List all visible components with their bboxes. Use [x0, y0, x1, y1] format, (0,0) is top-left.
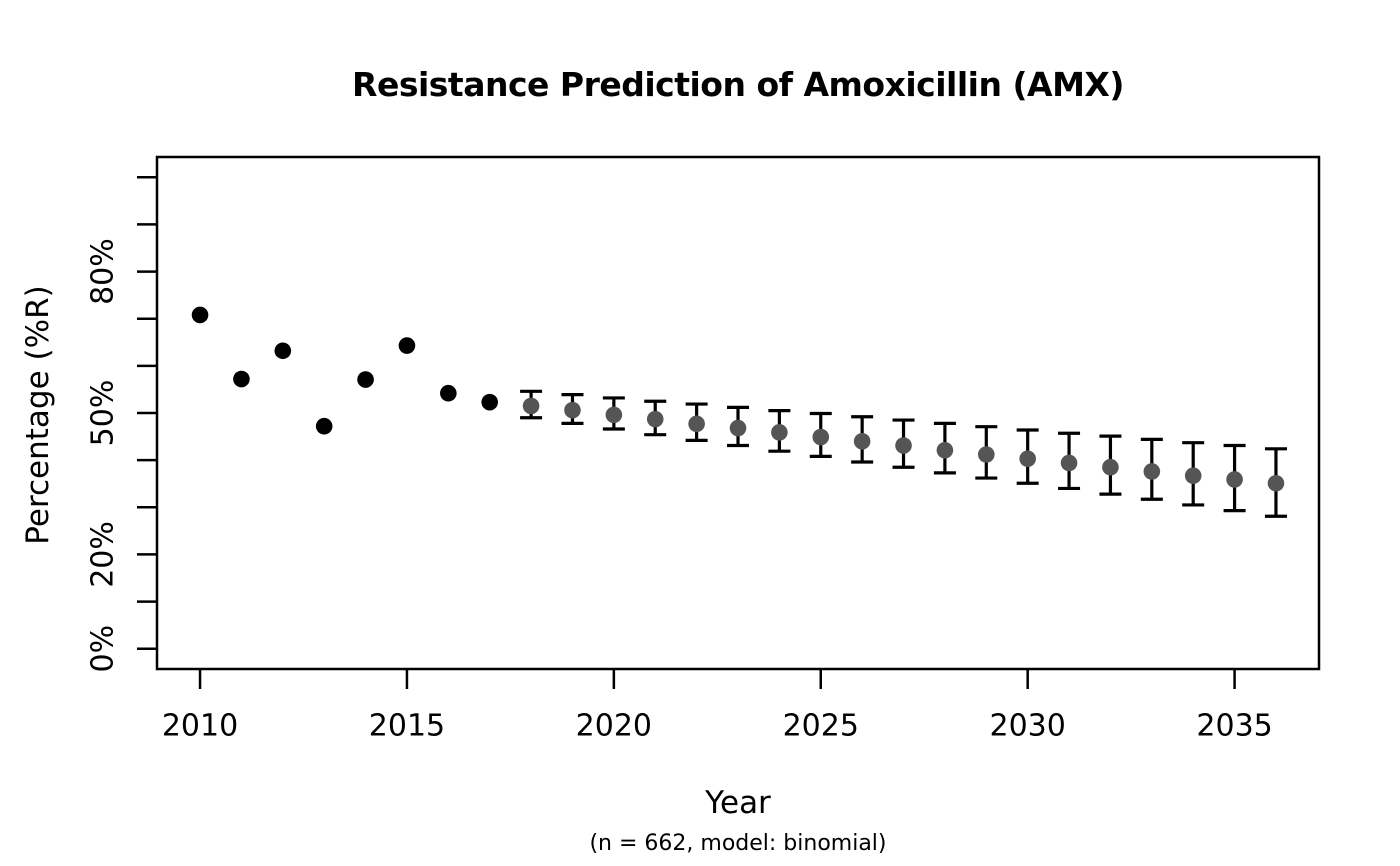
predicted-point — [1267, 474, 1285, 492]
predicted-point — [646, 410, 664, 428]
predicted-point — [1060, 454, 1078, 472]
x-tick-label: 2010 — [162, 709, 238, 744]
x-tick-label: 2030 — [989, 709, 1065, 744]
observed-point — [398, 337, 416, 354]
observed-point — [233, 370, 250, 388]
observed-point — [357, 371, 374, 388]
predicted-point — [936, 441, 954, 459]
predicted-point — [729, 419, 747, 437]
observed-point — [440, 384, 457, 402]
predicted-point — [1019, 450, 1036, 468]
x-tick-label: 2035 — [1196, 709, 1272, 744]
predicted-point — [564, 401, 581, 419]
y-tick-label: 50% — [86, 380, 121, 447]
predicted-point — [1226, 471, 1243, 488]
x-tick-label: 2025 — [783, 709, 859, 744]
predicted-point — [1102, 458, 1119, 476]
predicted-point — [812, 428, 830, 446]
predicted-point — [895, 437, 912, 454]
x-axis-label: Year — [705, 785, 771, 821]
chart-title: Resistance Prediction of Amoxicillin (AM… — [352, 65, 1124, 104]
predicted-point — [605, 406, 623, 424]
y-tick-label: 80% — [86, 238, 121, 305]
predicted-point — [1184, 467, 1202, 485]
predicted-point — [688, 415, 705, 433]
chart-subtitle: (n = 662, model: binomial) — [589, 831, 887, 856]
predicted-point — [853, 432, 871, 450]
observed-point — [274, 342, 292, 360]
observed-point — [315, 417, 333, 435]
x-tick-label: 2015 — [369, 709, 445, 744]
observed-point — [481, 393, 499, 411]
y-tick-label: 0% — [86, 625, 121, 673]
observed-point — [191, 306, 209, 324]
x-tick-label: 2020 — [576, 709, 652, 744]
predicted-point — [522, 397, 540, 415]
predicted-point — [771, 424, 788, 441]
predicted-point — [1143, 463, 1161, 480]
predicted-point — [977, 446, 995, 463]
y-tick-label: 20% — [86, 521, 121, 588]
